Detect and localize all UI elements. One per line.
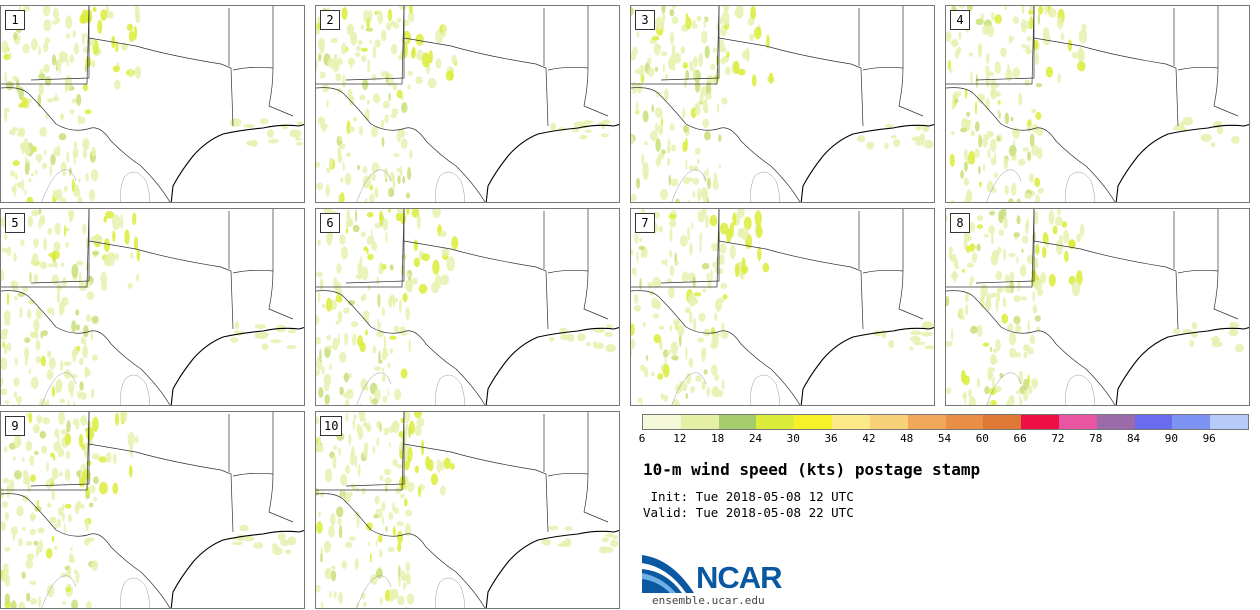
member-panel: 5 [0,208,305,406]
panel-number: 9 [5,416,25,436]
panel-number: 6 [320,213,340,233]
legend-swatch [794,415,833,429]
logo-text: NCAR [696,560,783,595]
legend-swatch [718,415,757,429]
legend-tick-label: 72 [1051,432,1065,445]
legend-swatch [1172,415,1211,429]
member-panel: 10 [315,411,620,609]
legend-swatch [1058,415,1097,429]
legend-tick-label: 66 [1013,432,1027,445]
legend-swatch [1210,415,1248,429]
legend-tick-label: 42 [862,432,876,445]
legend-tick-labels: 6 12 18 24 30 36 42 48 54 60 66 72 78 84 90 96 [638,432,1247,448]
panel-number: 2 [320,10,340,30]
legend-tick-label: 78 [1089,432,1103,445]
legend-swatch [1021,415,1059,429]
legend-swatch [680,415,719,429]
panel-number: 10 [320,416,343,436]
panel-number: 8 [950,213,970,233]
legend-tick-label: 18 [711,432,725,445]
logo-url: ensemble.ucar.edu [652,594,765,607]
ncar-logo-icon [642,555,694,593]
init-time: Init: Tue 2018-05-08 12 UTC [643,489,854,504]
legend-tick-label: 12 [673,432,687,445]
member-panel: 4 [945,5,1250,203]
panel-number: 1 [5,10,25,30]
valid-time: Valid: Tue 2018-05-08 22 UTC [643,505,854,520]
legend-tick-label: 24 [748,432,763,445]
legend-swatch [1096,415,1135,429]
legend-tick-label: 84 [1126,432,1141,445]
legend-tick-label: 96 [1202,432,1216,445]
member-panel: 6 [315,208,620,406]
member-panel: 9 [0,411,305,609]
legend-tick-label: 48 [900,432,914,445]
member-panel: 7 [630,208,935,406]
legend-swatch [643,415,681,429]
legend-tick-label: 60 [975,432,989,445]
panel-number: 4 [950,10,970,30]
panel-number: 5 [5,213,25,233]
member-panel: 3 [630,5,935,203]
legend-tick-label: 90 [1164,432,1178,445]
panel-number: 3 [635,10,655,30]
legend-swatch [1134,415,1173,429]
legend-color-bar [642,414,1249,430]
legend-tick-label: 30 [786,432,800,445]
legend-swatch [945,415,984,429]
legend-swatch [832,415,870,429]
legend-swatch [869,415,908,429]
legend-tick-label: 54 [937,432,952,445]
chart-title: 10-m wind speed (kts) postage stamp [643,460,981,479]
member-panel: 8 [945,208,1250,406]
legend-swatch [907,415,946,429]
member-panel: 2 [315,5,620,203]
legend-tick-label: 36 [824,432,838,445]
legend-tick-label: 6 [638,432,646,445]
panel-number: 7 [635,213,655,233]
member-panel: 1 [0,5,305,203]
legend-swatch [756,415,795,429]
color-legend: 6 12 18 24 30 36 42 48 54 60 66 72 78 84 90 96 [638,414,1249,448]
legend-swatch [983,415,1022,429]
